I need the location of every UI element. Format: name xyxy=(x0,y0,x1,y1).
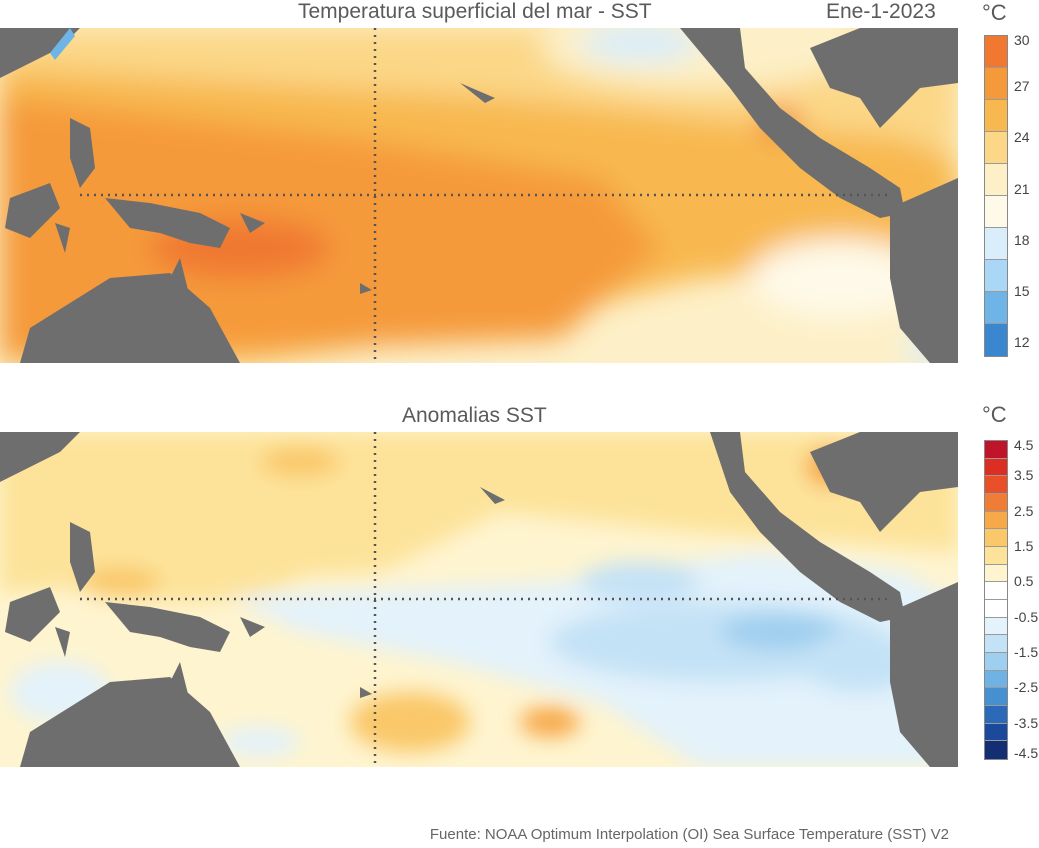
sst-colorbar-color-3 xyxy=(985,132,1007,164)
anomaly-colorbar-color-14 xyxy=(985,688,1007,706)
anomaly-colorbar-color-11 xyxy=(985,635,1007,653)
anomaly-colorbar-tick: 3.5 xyxy=(1014,467,1034,484)
anomaly-colorbar-color-2 xyxy=(985,476,1007,494)
date-label: Ene-1-2023 xyxy=(826,0,936,23)
anomaly-colorbar-color-8 xyxy=(985,582,1007,600)
sst-colorbar-color-6 xyxy=(985,228,1007,260)
anomaly-colorbar-tick: -3.5 xyxy=(1014,714,1039,731)
sst-colorbar-color-9 xyxy=(985,324,1007,356)
sst-colorbar-color-0 xyxy=(985,36,1007,68)
sst-colorbar-color-8 xyxy=(985,292,1007,324)
anomaly-colorbar-color-12 xyxy=(985,652,1007,671)
sst-colorbar-tick: 21 xyxy=(1014,180,1030,197)
anomaly-colorbar-color-16 xyxy=(985,723,1007,742)
sst-colorbar-color-1 xyxy=(985,68,1007,100)
sst-colorbar-color-2 xyxy=(985,100,1007,132)
anomaly-colorbar-color-4 xyxy=(985,511,1007,530)
anomaly-colorbar-color-0 xyxy=(985,441,1007,459)
anomaly-colorbar-color-7 xyxy=(985,564,1007,583)
anomaly-title: Anomalias SST xyxy=(402,404,547,427)
anomaly-colorbar-color-10 xyxy=(985,617,1007,636)
sst-colorbar-color-4 xyxy=(985,164,1007,196)
anomaly-colorbar-color-1 xyxy=(985,458,1007,477)
anomaly-colorbar-color-15 xyxy=(985,705,1007,724)
sst-colorbar-tick: 24 xyxy=(1014,129,1030,146)
anomaly-unit-label: °C xyxy=(982,402,1007,427)
anomaly-colorbar-color-13 xyxy=(985,670,1007,689)
anomaly-colorbar-tick: 0.5 xyxy=(1014,573,1034,590)
anomaly-colorbar-tick: 1.5 xyxy=(1014,538,1034,554)
anomaly-colorbar-tick: -1.5 xyxy=(1014,644,1039,660)
sst-colorbar-tick: 12 xyxy=(1014,334,1030,351)
sst-title: Temperatura superficial del mar - SST xyxy=(298,0,652,23)
anomaly-map xyxy=(0,432,958,767)
sst-unit-label: °C xyxy=(982,0,1007,25)
anomaly-colorbar-color-5 xyxy=(985,529,1007,547)
anomaly-colorbar-tick: 4.5 xyxy=(1014,437,1034,454)
anomaly-colorbar-tick: -2.5 xyxy=(1014,679,1039,696)
sst-colorbar-tick: 30 xyxy=(1014,31,1030,48)
anomaly-colorbar xyxy=(984,440,1008,760)
sst-colorbar-color-5 xyxy=(985,196,1007,228)
sst-colorbar xyxy=(984,35,1008,357)
sst-colorbar-tick: 18 xyxy=(1014,231,1030,248)
source-note: Fuente: NOAA Optimum Interpolation (OI) … xyxy=(429,826,949,843)
sst-colorbar-tick: 27 xyxy=(1014,78,1030,95)
anomaly-colorbar-color-9 xyxy=(985,599,1007,618)
anomaly-colorbar-color-6 xyxy=(985,546,1007,565)
anomaly-colorbar-color-17 xyxy=(985,741,1007,759)
anomaly-colorbar-tick: 2.5 xyxy=(1014,502,1034,519)
anomaly-colorbar-tick: -0.5 xyxy=(1014,608,1039,625)
sst-colorbar-color-7 xyxy=(985,260,1007,292)
anomaly-colorbar-color-3 xyxy=(985,493,1007,512)
sst-map xyxy=(0,28,958,363)
anomaly-colorbar-tick: -4.5 xyxy=(1014,744,1039,761)
sst-colorbar-tick: 15 xyxy=(1014,283,1030,299)
